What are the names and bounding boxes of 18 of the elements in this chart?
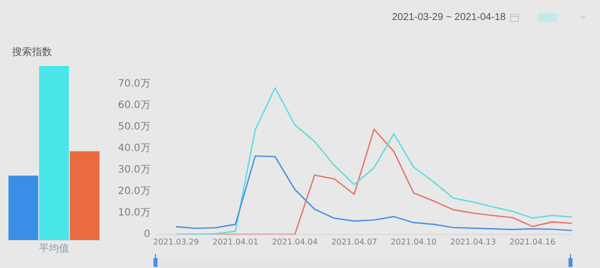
y-tick-label: 50.0万 (118, 122, 150, 133)
y-tick-label: 70.0万 (118, 78, 150, 90)
y-tick-label: 30.0万 (118, 164, 150, 176)
x-tick-label: 2021.04.10 (390, 237, 437, 246)
x-tick-label: 2021.04.16 (510, 237, 556, 246)
x-tick-label: 平均值 (39, 242, 69, 255)
y-tick-label: 60.0万 (118, 100, 150, 112)
y-tick-label: 0 (144, 228, 150, 240)
x-tick-label: 2021.03.29 (153, 237, 199, 246)
x-tick-label: 2021.04.13 (450, 237, 496, 246)
x-tick-label: 2021.04.04 (272, 237, 318, 246)
x-tick-label: 2021.04.01 (212, 237, 258, 246)
y-tick-label: 40.0万 (118, 143, 150, 154)
x-tick-label: 2021.04.07 (331, 237, 378, 246)
chart-title: 搜索指数 (12, 46, 52, 59)
y-tick-label: 20.0万 (118, 186, 150, 198)
y-tick-label: 10.0万 (118, 208, 150, 219)
text: 2021-03-29 ~ 2021-04-18 (392, 12, 506, 23)
